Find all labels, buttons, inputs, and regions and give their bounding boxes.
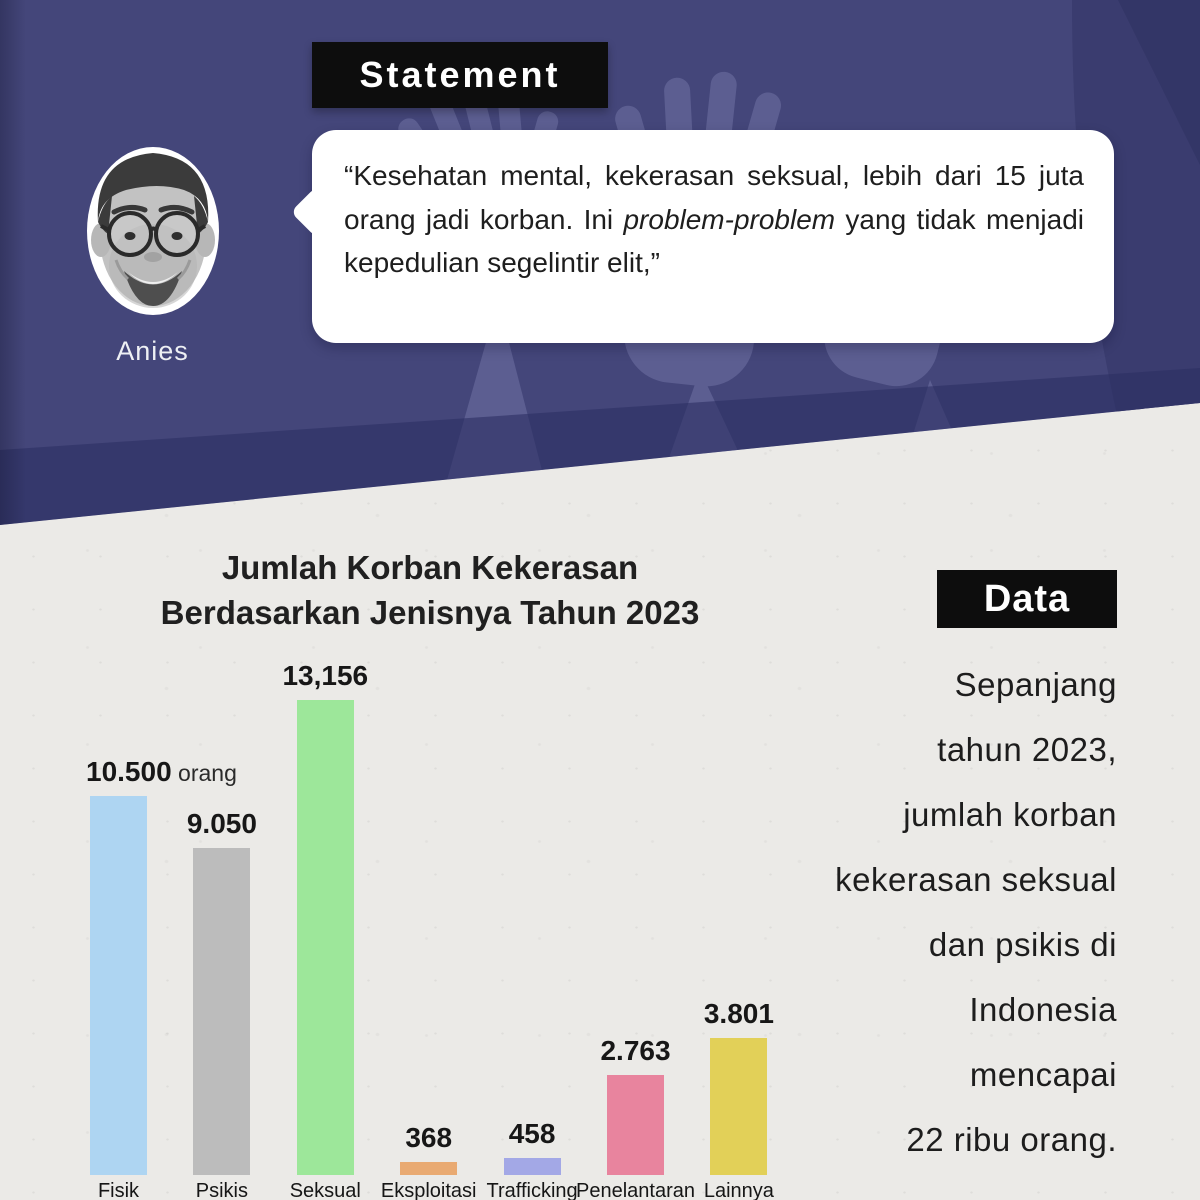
bar-value-seksual: 13,156 [282,660,369,691]
quote-italic: problem-problem [623,203,836,235]
bar-penelantaran [607,1075,664,1175]
data-summary-text: Sepanjang tahun 2023, jumlah korban kekeras… [790,652,1117,1172]
speaker-name: Anies [116,336,189,366]
bar-label-psikis: Psikis [195,1180,249,1200]
quote-part2: yang tidak menjadi kepedulian segelintir… [344,203,1084,279]
speaker-photo-sticker [86,147,219,315]
bar-seksual [296,700,354,1175]
chart-title-line1: Jumlah Korban Kekerasan [221,549,639,586]
data-text-line: tahun 2023, [937,731,1117,768]
bar-value-fisik: 10.500 orang [86,755,237,787]
bar-psikis [193,848,251,1175]
statement-label: Statement [359,54,561,95]
bar-chart: 10.500 orang Fisik 9.050 Psikis 13,156 Seksua… [58,640,803,1200]
speaker: Anies [60,138,245,367]
bar-value-lainnya: 3.801 [703,997,774,1029]
quote-text: “Kesehatan mental, kekerasan seksual, le… [344,154,1084,285]
data-label: Data [983,577,1071,620]
data-text-line: 22 ribu orang. [906,1121,1117,1158]
data-text-line: kekerasan seksual [835,861,1117,898]
data-text-line: Indonesia [969,991,1117,1028]
data-text-line: Sepanjang [954,666,1117,703]
bar-label-trafficking: Trafficking [486,1180,578,1200]
bar-value-trafficking: 458 [508,1118,556,1150]
data-label-box: Data [937,570,1117,628]
bar-fisik [90,795,147,1175]
statement-label-box: Statement [312,42,608,108]
bar-value-suffix: orang [171,759,237,786]
bar-value-psikis: 9.050 [186,808,257,840]
bar-eksploitasi [400,1161,458,1175]
bar-trafficking [503,1158,561,1175]
bar-value-penelantaran: 2.763 [600,1035,671,1067]
quote-part1: “Kesehatan mental, kekerasan seksual, le… [344,160,1084,235]
bar-label-eksploitasi: Eksploitasi [380,1180,477,1200]
chart-title-line2: Berdasarkan Jenisnya Tahun 2023 [160,594,700,631]
data-text-line: dan psikis di [928,926,1117,963]
data-text-line: jumlah korban [903,796,1117,833]
bar-label-lainnya: Lainnya [703,1180,774,1200]
bar-value-eksploitasi: 368 [405,1121,453,1153]
quote-bubble: “Kesehatan mental, kekerasan seksual, le… [290,130,1114,343]
bar-lainnya [710,1037,768,1175]
bar-label-fisik: Fisik [97,1180,140,1200]
statement-section: Statement “Kesehatan mental, kekerasan s… [0,0,1200,525]
chart-title: Jumlah Korban Kekerasan Berdasarkan Jeni… [60,545,800,635]
bar-label-seksual: Seksual [289,1180,361,1200]
bar-label-penelantaran: Penelantaran [576,1180,695,1200]
data-text-line: mencapai [969,1056,1117,1093]
